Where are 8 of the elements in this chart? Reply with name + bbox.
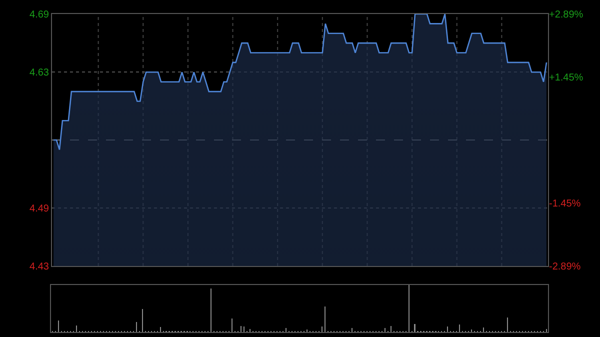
y-tick-label: 4.69 [30,10,50,20]
y2-tick-label: -2.89% [549,262,581,272]
y-tick-label: 4.49 [30,203,50,214]
y-tick-label: 4.63 [30,68,50,79]
y2-tick-label: +2.89% [549,10,584,20]
y2-tick-label: -1.45% [549,198,581,210]
y2-tick-label: +1.45% [549,72,584,84]
y-tick-label: 4.43 [30,262,50,272]
